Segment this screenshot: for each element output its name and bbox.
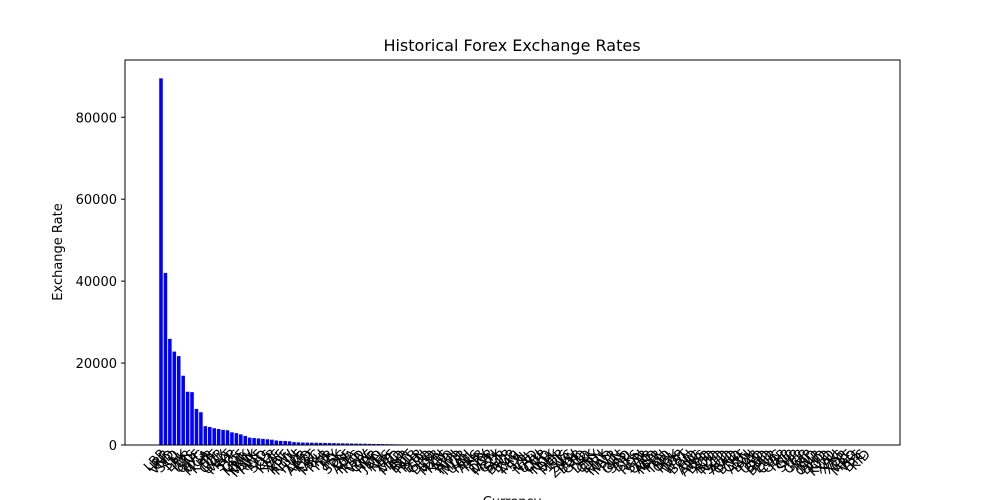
- bar: [265, 439, 270, 445]
- bar: [172, 351, 177, 445]
- bar: [296, 442, 301, 445]
- bar: [252, 438, 256, 445]
- bar: [203, 426, 208, 445]
- bar: [216, 429, 221, 445]
- bar: [225, 430, 230, 445]
- bar: [341, 443, 345, 445]
- bar: [261, 438, 265, 445]
- bar: [358, 443, 363, 445]
- bar: [314, 442, 318, 445]
- y-tick-label: 0: [109, 439, 117, 454]
- bar: [194, 408, 199, 445]
- bar: [239, 434, 243, 445]
- bar: [274, 440, 279, 445]
- bar: [363, 443, 367, 445]
- bar: [278, 440, 283, 445]
- bar: [336, 443, 341, 445]
- bar: [345, 443, 349, 445]
- bar: [301, 442, 305, 445]
- y-tick-label: 20000: [76, 357, 117, 372]
- bar: [367, 443, 372, 445]
- bar: [185, 391, 190, 445]
- bar: [372, 443, 376, 445]
- bar: [247, 437, 252, 445]
- bar: [243, 435, 248, 445]
- bar: [163, 272, 168, 445]
- chart-title: Historical Forex Exchange Rates: [383, 36, 640, 55]
- bar: [305, 442, 310, 445]
- bar: [309, 442, 314, 445]
- bar: [292, 442, 296, 445]
- plot-frame: [124, 59, 901, 446]
- bar: [181, 375, 185, 445]
- bar: [208, 426, 212, 445]
- bar: [283, 440, 287, 445]
- y-axis-label: Exchange Rate: [51, 203, 66, 300]
- bar: [176, 356, 181, 445]
- bar: [159, 78, 163, 445]
- bar: [287, 441, 292, 445]
- y-tick-label: 40000: [76, 275, 117, 290]
- bar: [332, 443, 336, 445]
- bar: [234, 433, 239, 445]
- bar: [323, 442, 327, 445]
- y-tick-label: 80000: [76, 111, 117, 126]
- bar: [221, 429, 225, 445]
- bar: [270, 439, 274, 445]
- bar: [327, 443, 332, 445]
- bar: [212, 428, 216, 445]
- bar: [190, 392, 194, 445]
- bar: [199, 412, 203, 445]
- bar: [168, 338, 172, 445]
- x-axis-label: Currency: [483, 495, 542, 500]
- bar: [256, 438, 261, 445]
- bar: [318, 442, 323, 445]
- y-tick-label: 60000: [76, 193, 117, 208]
- bar: [230, 432, 234, 445]
- bar: [349, 443, 354, 445]
- bar: [354, 443, 358, 445]
